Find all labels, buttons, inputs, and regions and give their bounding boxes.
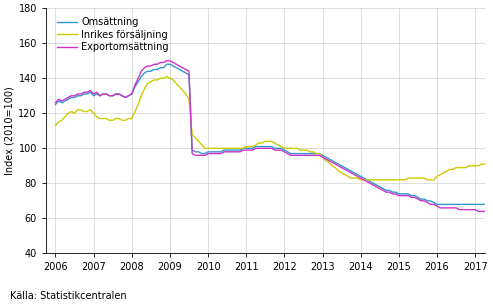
Inrikes försäljning — [164, 75, 170, 78]
Inrikes försäljning — [383, 178, 389, 182]
Exportomsättning — [119, 94, 125, 98]
Exportomsättning — [422, 199, 427, 203]
Line: Inrikes försäljning: Inrikes försäljning — [55, 77, 493, 180]
Inrikes försäljning — [52, 124, 58, 127]
Exportomsättning — [84, 90, 90, 94]
Omsättning — [119, 94, 125, 98]
Legend: Omsättning, Inrikes försäljning, Exportomsättning: Omsättning, Inrikes försäljning, Exporto… — [55, 16, 171, 54]
Omsättning — [380, 187, 386, 190]
Y-axis label: Index (2010=100): Index (2010=100) — [4, 86, 14, 175]
Omsättning — [84, 92, 90, 96]
Exportomsättning — [475, 209, 481, 213]
Inrikes försäljning — [358, 178, 364, 182]
Omsättning — [434, 202, 440, 206]
Exportomsättning — [380, 188, 386, 192]
Text: Källa: Statistikcentralen: Källa: Statistikcentralen — [10, 291, 127, 301]
Inrikes försäljning — [84, 110, 90, 113]
Exportomsättning — [52, 101, 58, 105]
Exportomsättning — [164, 59, 170, 63]
Exportomsättning — [428, 202, 434, 206]
Exportomsättning — [196, 154, 202, 157]
Omsättning — [164, 62, 170, 66]
Line: Exportomsättning: Exportomsättning — [55, 61, 493, 211]
Line: Omsättning: Omsättning — [55, 64, 493, 204]
Inrikes försäljning — [431, 178, 437, 182]
Omsättning — [428, 199, 434, 203]
Omsättning — [52, 103, 58, 106]
Omsättning — [196, 150, 202, 154]
Inrikes försäljning — [424, 178, 430, 182]
Inrikes försäljning — [196, 140, 202, 143]
Omsättning — [422, 197, 427, 201]
Inrikes försäljning — [119, 119, 125, 122]
